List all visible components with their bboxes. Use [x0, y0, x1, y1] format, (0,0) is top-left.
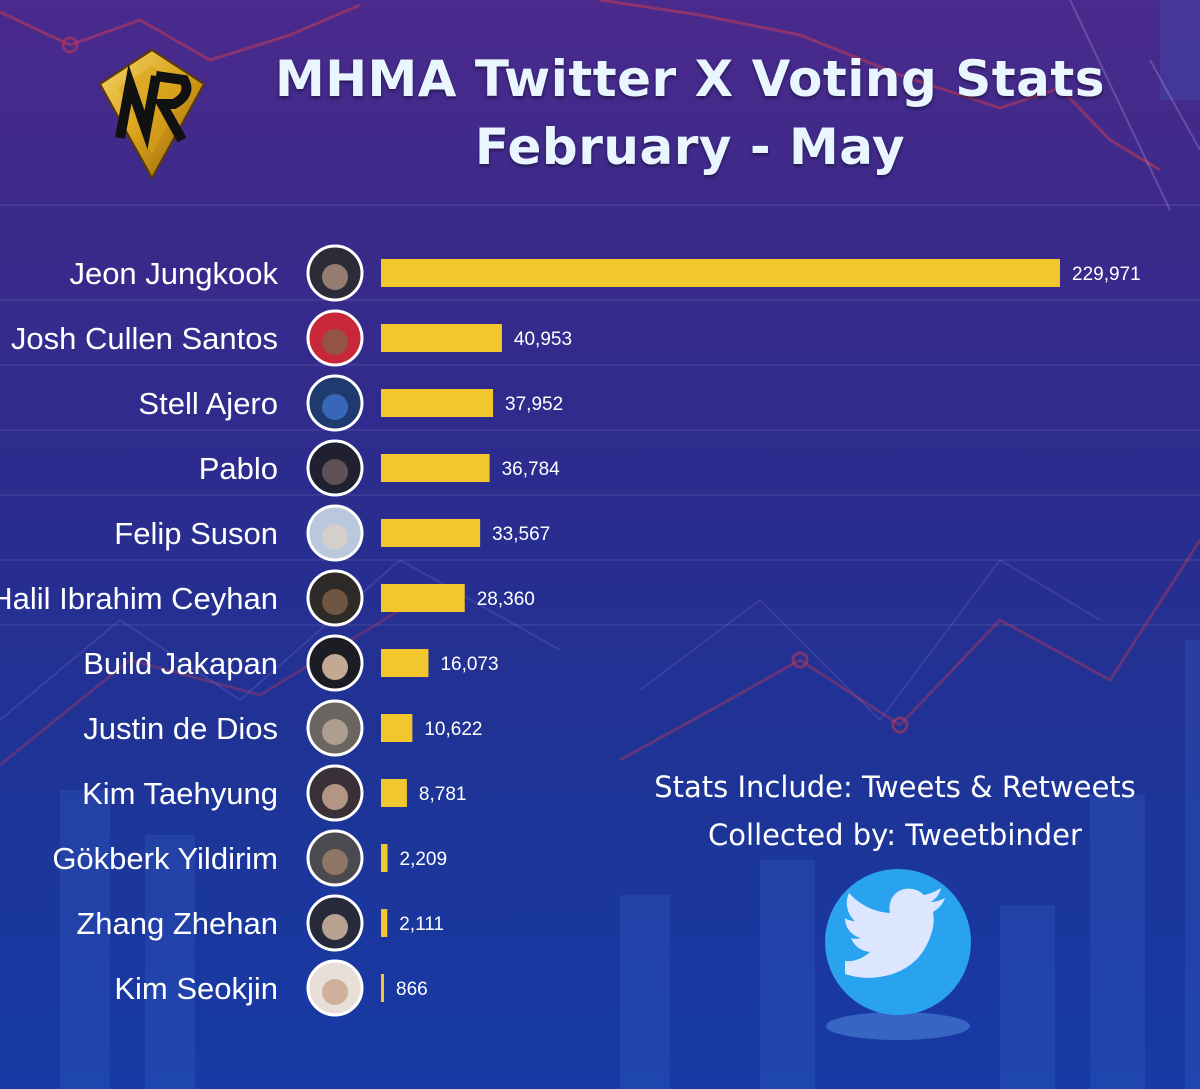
category-label: Kim Seokjin	[114, 971, 278, 1006]
category-label: Gökberk Yildirim	[52, 841, 278, 876]
value-label: 229,971	[1072, 264, 1141, 285]
bar	[381, 259, 1060, 287]
avatar-face	[322, 654, 348, 680]
avatar-face	[322, 979, 348, 1005]
value-label: 8,781	[419, 784, 467, 805]
category-label: Halil Ibrahim Ceyhan	[0, 581, 278, 616]
value-label: 40,953	[514, 329, 572, 350]
bar	[381, 389, 494, 417]
category-label: Zhang Zhehan	[76, 906, 278, 941]
bar	[381, 454, 490, 482]
chart-title-line-2: February - May	[474, 118, 906, 176]
avatar-face	[322, 394, 348, 420]
value-label: 10,622	[424, 719, 482, 740]
background-columns	[60, 0, 1200, 1089]
category-label: Jeon Jungkook	[69, 256, 278, 291]
bar	[381, 649, 429, 677]
avatar-face	[322, 784, 348, 810]
category-label: Felip Suson	[114, 516, 278, 551]
avatar-face	[322, 589, 348, 615]
value-label: 37,952	[505, 394, 563, 415]
bar	[381, 519, 481, 547]
background-trend-markers	[61, 36, 909, 734]
bar	[381, 974, 384, 1002]
bar	[381, 584, 465, 612]
stats-note: Stats Include: Tweets & Retweets	[654, 770, 1136, 804]
avatar-face	[322, 459, 348, 485]
category-label: Justin de Dios	[83, 711, 278, 746]
value-label: 2,209	[400, 849, 448, 870]
bar	[381, 714, 413, 742]
value-label: 28,360	[477, 589, 535, 610]
category-label: Kim Taehyung	[82, 776, 278, 811]
category-label: Stell Ajero	[138, 386, 278, 421]
bar	[381, 844, 388, 872]
bar	[381, 909, 388, 937]
source-note: Collected by: Tweetbinder	[708, 818, 1082, 852]
nr-logo-icon	[98, 48, 206, 181]
bar	[381, 324, 502, 352]
avatar-face	[322, 914, 348, 940]
avatar-face	[322, 264, 348, 290]
value-label: 33,567	[492, 524, 550, 545]
category-label: Build Jakapan	[83, 646, 278, 681]
avatar-face	[322, 524, 348, 550]
background-gridlines	[0, 204, 1200, 626]
avatar-face	[322, 849, 348, 875]
twitter-bird-icon	[825, 869, 971, 1040]
value-label: 16,073	[440, 654, 498, 675]
value-label: 2,111	[399, 914, 444, 935]
chart-title-line-1: MHMA Twitter X Voting Stats	[274, 50, 1106, 108]
avatar-face	[322, 329, 348, 355]
value-label: 36,784	[502, 459, 561, 480]
avatar-face	[322, 719, 348, 745]
value-label: 866	[396, 979, 428, 1000]
bar	[381, 779, 407, 807]
category-label: Josh Cullen Santos	[11, 321, 278, 356]
category-label: Pablo	[199, 451, 278, 486]
